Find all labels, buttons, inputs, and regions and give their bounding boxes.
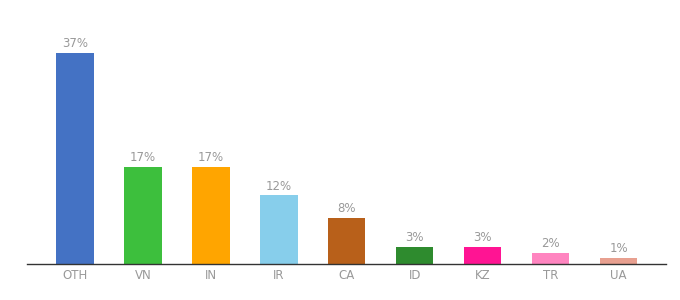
Bar [464,247,501,264]
Bar [396,247,433,264]
Text: 12%: 12% [266,180,292,193]
Bar [56,52,94,264]
Bar [600,258,637,264]
Text: 2%: 2% [541,237,560,250]
Text: 3%: 3% [405,231,424,244]
Bar [260,195,298,264]
Bar [124,167,162,264]
Text: 1%: 1% [609,242,628,255]
Text: 3%: 3% [473,231,492,244]
Text: 17%: 17% [198,151,224,164]
Bar [532,253,569,264]
Text: 37%: 37% [62,37,88,50]
Text: 8%: 8% [337,202,356,215]
Bar [192,167,230,264]
Bar [328,218,365,264]
Text: 17%: 17% [130,151,156,164]
